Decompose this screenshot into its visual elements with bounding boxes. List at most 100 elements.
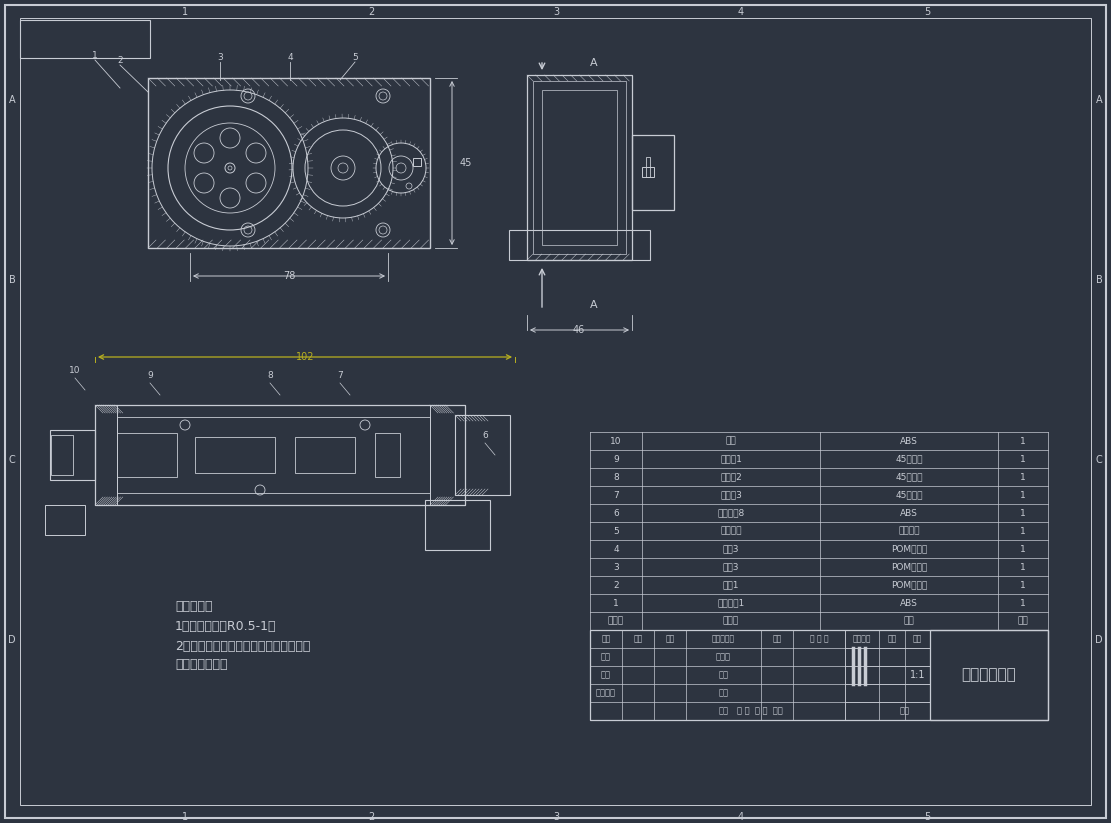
Text: 5: 5 bbox=[352, 53, 358, 62]
Text: 减速箱盖8: 减速箱盖8 bbox=[718, 509, 744, 518]
Text: 45合金钢: 45合金钢 bbox=[895, 454, 923, 463]
Text: 更改文件号: 更改文件号 bbox=[712, 635, 735, 644]
Text: A: A bbox=[9, 95, 16, 105]
Bar bbox=[296, 437, 356, 473]
Text: 1: 1 bbox=[1020, 491, 1025, 500]
Text: 5: 5 bbox=[613, 527, 619, 536]
Text: 8: 8 bbox=[613, 472, 619, 481]
Text: POM聚甲醛: POM聚甲醛 bbox=[891, 580, 927, 589]
Text: 工艺: 工艺 bbox=[719, 671, 729, 680]
Text: 6: 6 bbox=[613, 509, 619, 518]
Text: 45: 45 bbox=[460, 158, 472, 168]
Text: 齿轮1: 齿轮1 bbox=[723, 580, 739, 589]
Text: 主管设计: 主管设计 bbox=[595, 689, 615, 698]
Bar bbox=[930, 630, 1048, 720]
Text: 1: 1 bbox=[1020, 527, 1025, 536]
Bar bbox=[426, 500, 490, 550]
Text: 齿轮3: 齿轮3 bbox=[723, 562, 739, 571]
Text: 审核: 审核 bbox=[719, 689, 729, 698]
Text: 102: 102 bbox=[296, 352, 314, 362]
Text: 2: 2 bbox=[117, 55, 123, 64]
Bar bbox=[645, 157, 650, 177]
Text: 1: 1 bbox=[182, 812, 188, 822]
Text: 年 月 日: 年 月 日 bbox=[810, 635, 829, 644]
Text: 齿轮轴1: 齿轮轴1 bbox=[720, 454, 742, 463]
Text: A: A bbox=[1095, 95, 1102, 105]
Text: 数量: 数量 bbox=[1018, 616, 1029, 625]
Text: A: A bbox=[590, 300, 598, 310]
Text: 钢基粉末: 钢基粉末 bbox=[899, 527, 920, 536]
Text: 箱套: 箱套 bbox=[725, 436, 737, 445]
Text: 齿轮轴2: 齿轮轴2 bbox=[720, 472, 742, 481]
Text: 标记: 标记 bbox=[601, 635, 611, 644]
Text: 45合金钢: 45合金钢 bbox=[895, 472, 923, 481]
Text: 1: 1 bbox=[1020, 545, 1025, 554]
Text: 校核: 校核 bbox=[601, 671, 611, 680]
Bar bbox=[430, 405, 466, 505]
Text: 1: 1 bbox=[613, 598, 619, 607]
Bar bbox=[51, 435, 73, 475]
Text: B: B bbox=[9, 275, 16, 285]
Text: 8: 8 bbox=[267, 370, 273, 379]
Bar bbox=[20, 20, 150, 58]
Text: ABS: ABS bbox=[900, 509, 918, 518]
Text: 1: 1 bbox=[92, 50, 98, 59]
Bar bbox=[117, 433, 177, 477]
Bar bbox=[456, 415, 510, 495]
Bar bbox=[413, 158, 421, 166]
Text: 6: 6 bbox=[482, 430, 488, 439]
Text: 项目号: 项目号 bbox=[608, 616, 624, 625]
Text: 78: 78 bbox=[283, 271, 296, 281]
Text: 3: 3 bbox=[553, 812, 559, 822]
Text: 1:1: 1:1 bbox=[910, 670, 925, 680]
Text: 9: 9 bbox=[613, 454, 619, 463]
Text: 批准: 批准 bbox=[719, 706, 729, 715]
Text: 共 张  第 张  版本: 共 张 第 张 版本 bbox=[737, 706, 783, 715]
Text: 1: 1 bbox=[1020, 454, 1025, 463]
Text: 3: 3 bbox=[613, 562, 619, 571]
Bar bbox=[96, 405, 466, 505]
Text: 设计: 设计 bbox=[601, 653, 611, 662]
Text: 齿轮轴3: 齿轮轴3 bbox=[720, 491, 742, 500]
Text: 数量: 数量 bbox=[633, 635, 642, 644]
Text: 9: 9 bbox=[147, 370, 153, 379]
Text: 精度等记: 精度等记 bbox=[853, 635, 871, 644]
Text: 5: 5 bbox=[924, 812, 930, 822]
Text: 7: 7 bbox=[613, 491, 619, 500]
Text: 减速箱盖1: 减速箱盖1 bbox=[718, 598, 744, 607]
Text: 45合金钢: 45合金钢 bbox=[895, 491, 923, 500]
Bar bbox=[148, 78, 430, 248]
Text: 1: 1 bbox=[182, 7, 188, 17]
Text: 4: 4 bbox=[613, 545, 619, 554]
Text: D: D bbox=[8, 635, 16, 645]
Text: 2: 2 bbox=[613, 580, 619, 589]
Text: 1: 1 bbox=[1020, 562, 1025, 571]
Text: D: D bbox=[1095, 635, 1103, 645]
Text: 1: 1 bbox=[1020, 436, 1025, 445]
Bar bbox=[590, 630, 1048, 720]
Text: ABS: ABS bbox=[900, 598, 918, 607]
Bar bbox=[542, 90, 617, 245]
Bar bbox=[632, 135, 674, 210]
Text: 签名: 签名 bbox=[772, 635, 782, 644]
Text: B: B bbox=[1095, 275, 1102, 285]
Text: 分区: 分区 bbox=[665, 635, 674, 644]
Text: 3: 3 bbox=[217, 53, 223, 62]
Text: 电机齿轮: 电机齿轮 bbox=[720, 527, 742, 536]
Text: 单件: 单件 bbox=[900, 706, 910, 715]
Text: 5: 5 bbox=[924, 7, 930, 17]
Text: 有裂纹、毛刺。: 有裂纹、毛刺。 bbox=[176, 658, 228, 671]
Text: 2、产品表面应色泽均匀、光滑，不允许: 2、产品表面应色泽均匀、光滑，不允许 bbox=[176, 640, 310, 653]
Text: A: A bbox=[590, 58, 598, 68]
Text: POM聚甲醛: POM聚甲醛 bbox=[891, 562, 927, 571]
Bar bbox=[642, 167, 654, 177]
Text: 1: 1 bbox=[1020, 472, 1025, 481]
Text: 7: 7 bbox=[337, 370, 343, 379]
Text: 4: 4 bbox=[287, 53, 293, 62]
Text: 重量: 重量 bbox=[887, 635, 897, 644]
Text: 1: 1 bbox=[1020, 598, 1025, 607]
Text: 1: 1 bbox=[1020, 509, 1025, 518]
Text: 标准化: 标准化 bbox=[715, 653, 731, 662]
Text: 4: 4 bbox=[738, 7, 744, 17]
Text: 4: 4 bbox=[738, 812, 744, 822]
